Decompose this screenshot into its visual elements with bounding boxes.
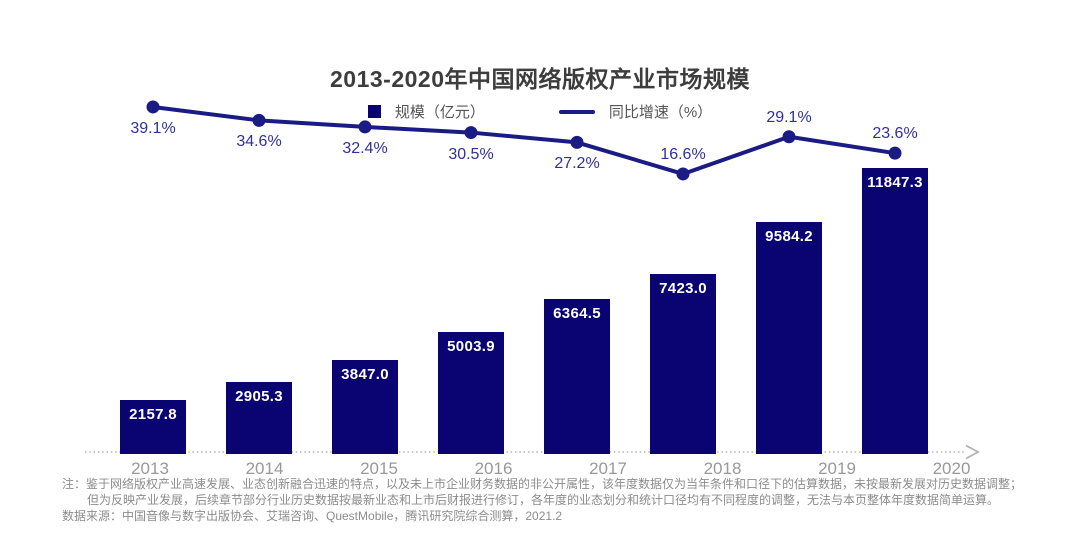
x-tick-label-2015: 2015 <box>360 459 398 478</box>
x-tick-label-2016: 2016 <box>474 459 513 478</box>
bar-2018 <box>650 273 716 454</box>
x-tick-label-2019: 2019 <box>818 459 856 478</box>
legend: 规模（亿元） 同比增速（%） <box>0 101 1080 122</box>
growth-dot-2013 <box>146 100 160 114</box>
growth-label-2020: 23.6% <box>872 125 918 143</box>
bar-series-swatch-icon <box>367 105 381 118</box>
growth-label-2014: 34.6% <box>236 133 282 151</box>
note-line-2: 但为反映产业发展，后续章节部分行业历史数据按最新业态和上市后财报进行修订，各年度… <box>87 493 1000 507</box>
growth-dot-2017 <box>570 135 584 149</box>
x-axis-arrow-icon <box>965 444 980 460</box>
x-tick-label-2017: 2017 <box>589 459 627 478</box>
growth-dot-2015 <box>358 120 372 134</box>
bar-value-label-2016: 5003.9 <box>447 337 495 355</box>
bar-2016 <box>438 331 504 454</box>
growth-label-2016: 30.5% <box>448 145 494 163</box>
bar-2015 <box>332 359 398 454</box>
bar-2017 <box>544 299 610 454</box>
bar-2019 <box>756 221 822 454</box>
growth-dot-2020 <box>888 146 902 160</box>
growth-dot-2014 <box>252 113 266 127</box>
x-tick-label-2018: 2018 <box>703 459 742 478</box>
note-line-1: 注：鉴于网络版权产业高速发展、业态创新融合迅速的特点，以及未上市企业财务数据的非… <box>62 477 1023 491</box>
x-tick-label-2020: 2020 <box>932 459 971 478</box>
data-source-line: 数据来源：中国音像与数字出版协会、艾瑞咨询、QuestMobile，腾讯研究院综… <box>62 509 563 523</box>
growth-label-2013: 39.1% <box>130 119 176 137</box>
line-series-swatch-icon <box>558 109 595 114</box>
bar-value-label-2015: 3847.0 <box>341 365 389 383</box>
bar-value-label-2013: 2157.8 <box>129 406 177 424</box>
bar-value-label-2014: 2905.3 <box>235 388 283 406</box>
growth-label-2015: 32.4% <box>342 139 388 157</box>
bar-2013 <box>120 400 186 454</box>
growth-label-2017: 27.2% <box>554 155 600 173</box>
bar-value-label-2018: 7423.0 <box>659 279 707 297</box>
legend-line-label: 同比增速（%） <box>608 104 713 121</box>
bar-value-label-2020: 11847.3 <box>867 173 923 191</box>
growth-dot-2016 <box>464 126 478 140</box>
legend-bar-label: 规模（亿元） <box>394 104 485 121</box>
bar-2014 <box>226 382 292 454</box>
chart-title: 2013-2020年中国网络版权产业市场规模 <box>330 66 750 92</box>
growth-dot-2018 <box>676 167 690 181</box>
growth-trend-line <box>151 104 897 176</box>
growth-dot-2019 <box>782 130 796 144</box>
chart-notes: 注：鉴于网络版权产业高速发展、业态创新融合迅速的特点，以及未上市企业财务数据的非… <box>62 476 1037 524</box>
x-tick-label-2014: 2014 <box>245 459 284 478</box>
growth-label-2018: 16.6% <box>660 145 706 163</box>
bar-value-label-2017: 6364.5 <box>553 305 601 323</box>
growth-label-2019: 29.1% <box>766 108 812 126</box>
bar-value-label-2019: 9584.2 <box>765 227 813 245</box>
bar-2020 <box>862 167 928 454</box>
x-tick-label-2013: 2013 <box>131 459 169 478</box>
